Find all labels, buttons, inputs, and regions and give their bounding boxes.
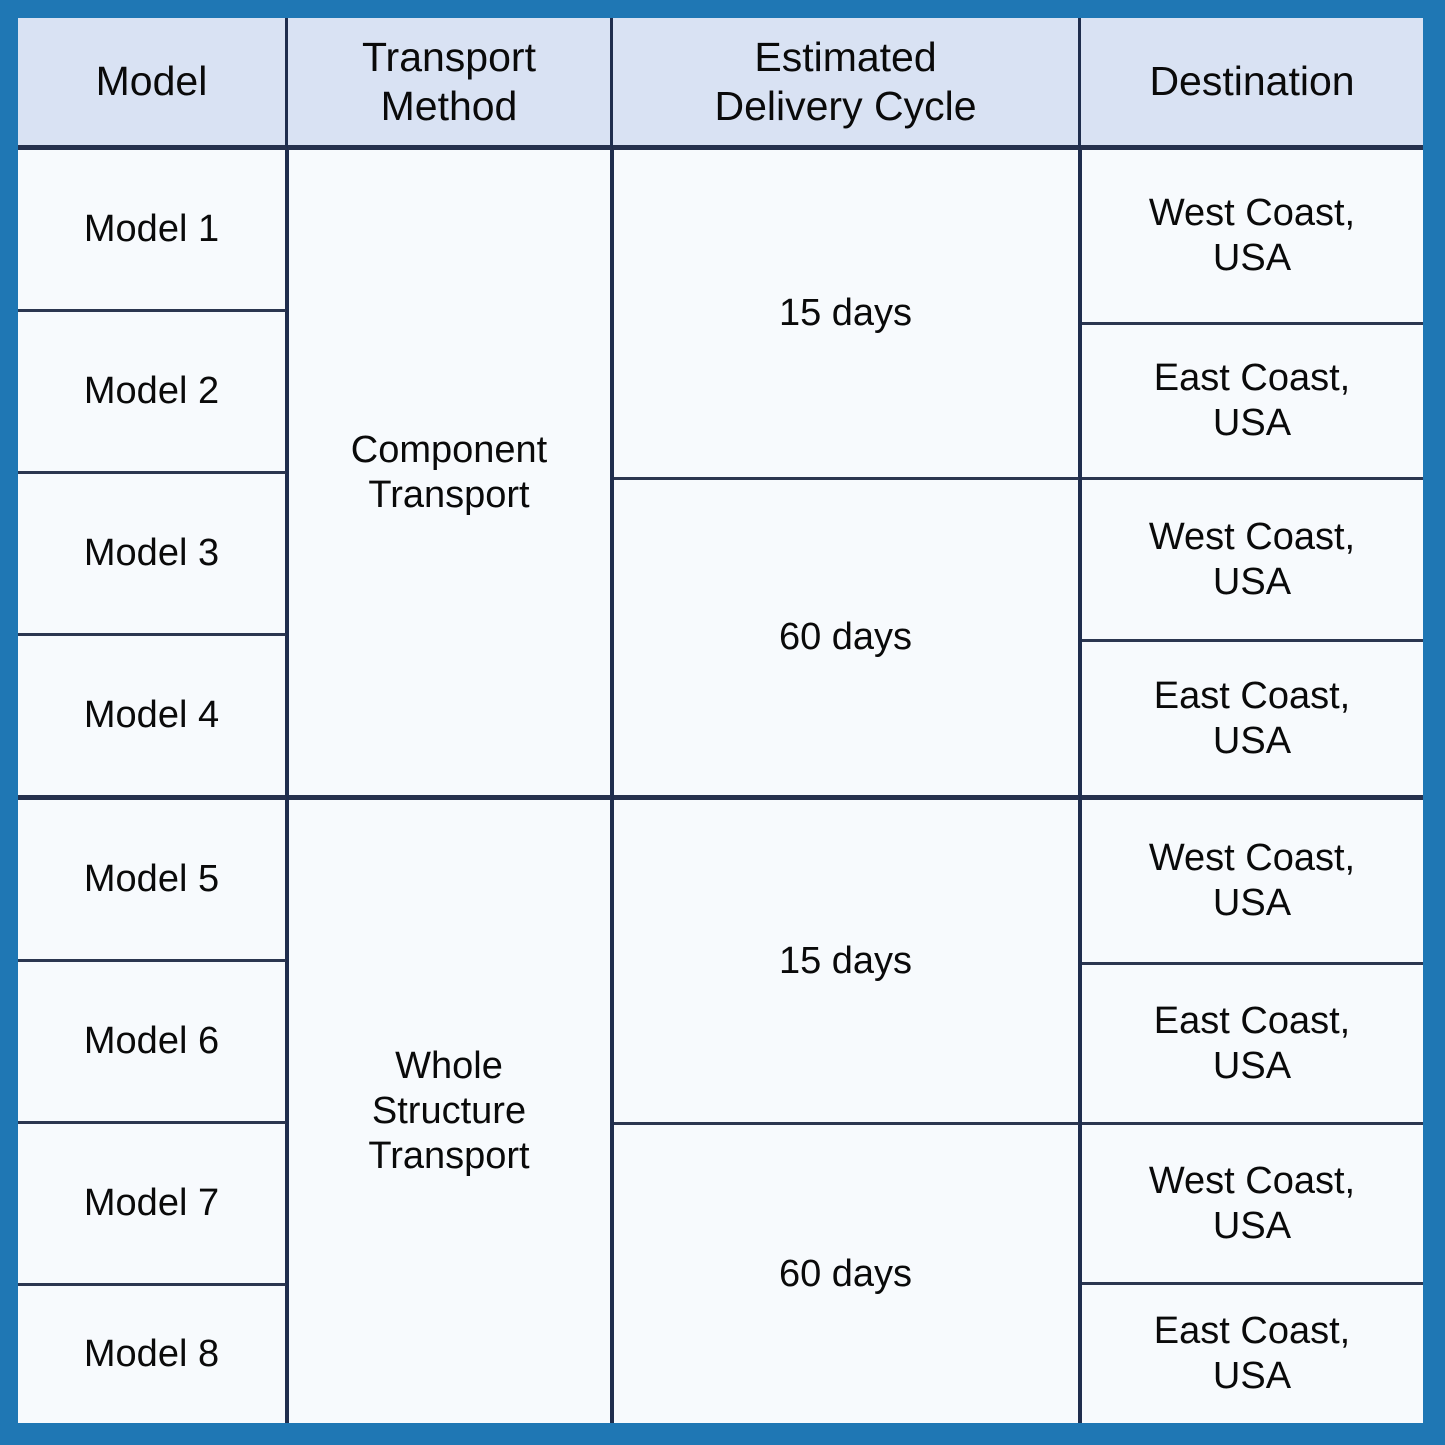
cell-model-3: Model 3	[18, 474, 288, 636]
cell-destination-4: East Coast, USA	[1081, 642, 1423, 800]
destination-line1: East Coast,	[1153, 1310, 1351, 1353]
model-label: Model 5	[83, 858, 220, 901]
transport-method-line3: Transport	[368, 1134, 530, 1177]
transport-method-line1: Component	[350, 428, 548, 471]
column-separator-model	[286, 150, 289, 1423]
cell-model-6: Model 6	[18, 962, 288, 1124]
cell-delivery-cycle-1: 15 days	[613, 150, 1081, 480]
destination-line1: East Coast,	[1153, 674, 1351, 717]
destination-line1: West Coast,	[1148, 837, 1356, 880]
cell-model-2: Model 2	[18, 312, 288, 474]
header-transport-method-line2: Method	[380, 82, 518, 129]
header-model: Model	[18, 18, 288, 150]
model-label: Model 4	[83, 694, 220, 737]
transport-method-line2: Structure	[371, 1090, 527, 1133]
destination-line2: USA	[1212, 402, 1292, 444]
cell-transport-method-component: Component Transport	[288, 150, 613, 800]
header-transport-method-line1: Transport	[362, 34, 536, 81]
cell-destination-2: East Coast, USA	[1081, 325, 1423, 480]
cell-delivery-cycle-3: 15 days	[613, 800, 1081, 1125]
destination-line2: USA	[1212, 719, 1292, 762]
cell-destination-1: West Coast, USA	[1081, 150, 1423, 325]
header-delivery-cycle: Estimated Delivery Cycle	[613, 18, 1081, 150]
cell-destination-6: East Coast, USA	[1081, 965, 1423, 1125]
destination-line1: West Coast,	[1148, 1159, 1356, 1202]
delivery-cycle-label: 15 days	[778, 292, 913, 335]
delivery-cycle-label: 15 days	[778, 939, 913, 982]
header-delivery-cycle-line2: Delivery Cycle	[714, 82, 977, 129]
destination-line2: USA	[1212, 1204, 1292, 1247]
delivery-schedule-table: Model Transport Method Estimated Deliver…	[18, 18, 1423, 1423]
destination-line2: USA	[1212, 237, 1292, 279]
transport-method-line2: Transport	[368, 473, 530, 516]
header-delivery-cycle-line1: Estimated	[754, 34, 937, 81]
model-label: Model 6	[83, 1020, 220, 1063]
destination-line2: USA	[1212, 560, 1292, 603]
cell-destination-5: West Coast, USA	[1081, 800, 1423, 965]
column-separator-delivery	[1079, 150, 1082, 1423]
model-label: Model 7	[83, 1182, 220, 1225]
header-model-label: Model	[95, 58, 208, 105]
cell-model-5: Model 5	[18, 800, 288, 962]
cell-destination-8: East Coast, USA	[1081, 1285, 1423, 1423]
cell-destination-7: West Coast, USA	[1081, 1125, 1423, 1285]
model-label: Model 2	[83, 370, 220, 413]
cell-delivery-cycle-2: 60 days	[613, 480, 1081, 800]
cell-transport-method-whole-structure: Whole Structure Transport	[288, 800, 613, 1423]
destination-line1: East Coast,	[1153, 999, 1351, 1042]
cell-model-8: Model 8	[18, 1286, 288, 1423]
cell-model-7: Model 7	[18, 1124, 288, 1286]
model-label: Model 1	[83, 208, 220, 251]
destination-line2: USA	[1212, 882, 1292, 924]
cell-delivery-cycle-4: 60 days	[613, 1125, 1081, 1423]
destination-line1: West Coast,	[1148, 515, 1356, 558]
header-destination: Destination	[1081, 18, 1423, 150]
header-transport-method: Transport Method	[288, 18, 613, 150]
header-destination-label: Destination	[1149, 58, 1355, 105]
delivery-cycle-label: 60 days	[778, 616, 913, 659]
destination-line2: USA	[1212, 1355, 1292, 1397]
model-label: Model 3	[83, 532, 220, 575]
transport-method-line1: Whole	[395, 1045, 503, 1088]
cell-model-4: Model 4	[18, 636, 288, 800]
model-label: Model 8	[83, 1333, 220, 1376]
destination-line1: West Coast,	[1148, 192, 1356, 235]
cell-model-1: Model 1	[18, 150, 288, 312]
column-separator-transport	[611, 150, 614, 1423]
delivery-cycle-label: 60 days	[778, 1252, 913, 1295]
destination-line1: East Coast,	[1153, 357, 1351, 400]
destination-line2: USA	[1212, 1044, 1292, 1087]
cell-destination-3: West Coast, USA	[1081, 480, 1423, 642]
